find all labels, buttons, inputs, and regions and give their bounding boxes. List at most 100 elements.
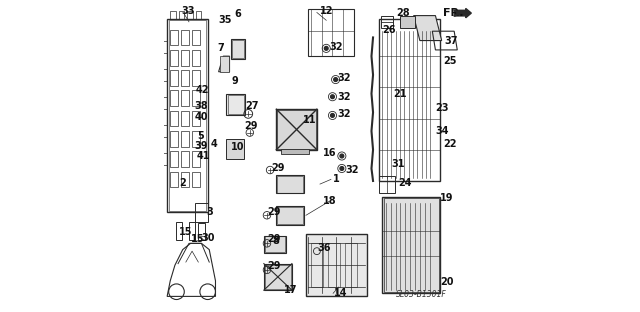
Bar [181, 151, 189, 167]
Bar [328, 243, 340, 287]
Text: 15: 15 [191, 234, 204, 244]
Bar [192, 131, 200, 147]
Text: 3: 3 [206, 207, 213, 217]
Bar [281, 149, 309, 154]
Bar [384, 198, 438, 292]
Bar [181, 70, 189, 86]
Bar [169, 20, 206, 211]
Text: 29: 29 [244, 121, 258, 131]
Circle shape [340, 154, 344, 158]
Text: 39: 39 [195, 141, 208, 151]
Text: 4: 4 [210, 139, 217, 149]
Text: 33: 33 [182, 6, 195, 16]
Text: 2: 2 [179, 178, 186, 188]
Text: 21: 21 [394, 89, 407, 99]
Bar [276, 109, 317, 150]
Text: 18: 18 [323, 196, 337, 206]
Text: 38: 38 [195, 101, 208, 111]
Bar [399, 16, 415, 28]
Text: 1: 1 [333, 174, 339, 184]
Bar [227, 94, 245, 115]
Bar [192, 172, 200, 187]
Bar [264, 264, 292, 290]
Text: 29: 29 [267, 261, 280, 271]
Bar [380, 176, 395, 193]
Circle shape [340, 167, 344, 170]
Text: 34: 34 [435, 126, 449, 136]
Bar [192, 90, 200, 106]
FancyArrow shape [455, 8, 471, 18]
Text: 16: 16 [323, 148, 337, 158]
Text: 19: 19 [440, 193, 454, 203]
Circle shape [331, 95, 334, 99]
Bar [380, 19, 440, 181]
Text: 30: 30 [202, 233, 215, 243]
Text: 29: 29 [267, 207, 280, 217]
Text: 28: 28 [396, 8, 410, 18]
Text: 5: 5 [196, 131, 204, 141]
Bar [265, 236, 285, 252]
Text: 27: 27 [245, 101, 259, 111]
Bar [170, 131, 178, 147]
Text: 37: 37 [445, 36, 458, 46]
Bar [170, 172, 178, 187]
Bar [227, 139, 244, 159]
Text: 32: 32 [330, 42, 343, 52]
Bar [179, 11, 184, 19]
Bar [161, 41, 167, 53]
Text: 8: 8 [273, 236, 280, 246]
Text: 32: 32 [345, 165, 358, 175]
Bar [170, 30, 178, 45]
Bar [161, 153, 167, 165]
Text: 42: 42 [196, 85, 209, 95]
Text: 32: 32 [337, 73, 351, 83]
Bar [170, 151, 178, 167]
Text: 29: 29 [271, 163, 285, 173]
Bar [345, 243, 357, 287]
Bar [181, 90, 189, 106]
Bar [161, 125, 167, 137]
Bar [192, 50, 200, 66]
Bar [189, 222, 195, 240]
Bar [181, 30, 189, 45]
Text: 31: 31 [392, 159, 405, 169]
Bar [177, 222, 182, 240]
Bar [167, 19, 207, 212]
Text: 26: 26 [383, 25, 396, 35]
Bar [310, 243, 323, 287]
Text: 12: 12 [320, 6, 333, 16]
Bar [192, 111, 200, 126]
Text: 35: 35 [219, 15, 232, 25]
Bar [192, 70, 200, 86]
Bar [277, 110, 316, 149]
Text: 20: 20 [440, 277, 454, 287]
Bar [276, 206, 305, 225]
Text: 10: 10 [231, 142, 244, 152]
Circle shape [324, 46, 328, 50]
Text: SL03-B1301F: SL03-B1301F [396, 290, 447, 299]
Text: 15: 15 [179, 227, 193, 237]
Bar [170, 11, 176, 19]
Bar [181, 172, 189, 187]
Text: 29: 29 [267, 234, 280, 244]
Bar [276, 175, 305, 193]
Text: 41: 41 [196, 151, 210, 161]
Text: 14: 14 [334, 288, 348, 298]
Bar [195, 203, 207, 222]
Bar [381, 16, 394, 28]
Text: 22: 22 [444, 139, 457, 149]
Text: 7: 7 [218, 43, 225, 53]
Bar [232, 40, 244, 58]
Bar [220, 56, 229, 72]
Text: 24: 24 [398, 178, 412, 188]
Bar [195, 11, 201, 19]
Text: 11: 11 [303, 115, 316, 125]
Circle shape [333, 78, 337, 81]
Bar [161, 69, 167, 81]
Bar [161, 97, 167, 109]
Bar [265, 265, 291, 289]
Bar [170, 50, 178, 66]
Bar [198, 223, 205, 240]
Bar [181, 131, 189, 147]
Bar [170, 90, 178, 106]
